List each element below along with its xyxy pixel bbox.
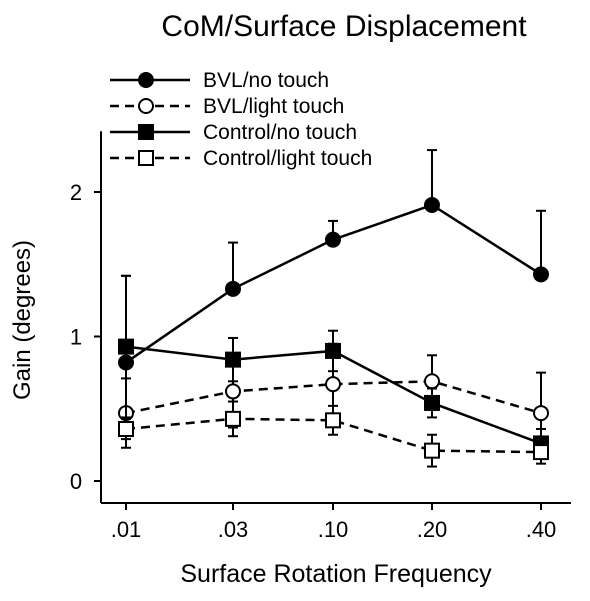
legend: BVL/no touch BVL/light touch Control/no to… xyxy=(110,69,372,170)
plot-area xyxy=(118,149,549,468)
x-tick-label: .20 xyxy=(417,517,448,542)
data-point xyxy=(533,444,549,461)
data-point xyxy=(118,338,134,355)
data-point xyxy=(325,342,341,359)
series-line xyxy=(125,380,542,415)
y-axis-label: Gain (degrees) xyxy=(9,240,36,400)
data-point xyxy=(225,351,241,368)
chart-title: CoM/Surface Displacement xyxy=(161,10,527,43)
legend-marker xyxy=(138,98,154,114)
x-axis-label: Surface Rotation Frequency xyxy=(180,560,492,588)
data-point xyxy=(325,412,341,429)
legend-marker xyxy=(138,124,154,140)
data-point xyxy=(424,442,440,459)
x-tick-label: .03 xyxy=(218,517,249,542)
x-axis: .01 .03 .10 .20 .40 xyxy=(101,502,571,542)
data-point xyxy=(225,383,241,400)
data-point xyxy=(325,231,341,248)
x-tick-label: .10 xyxy=(318,517,349,542)
legend-label: Control/no touch xyxy=(203,121,357,144)
data-point xyxy=(533,405,549,422)
legend-marker xyxy=(138,72,154,88)
series-3 xyxy=(118,274,549,459)
legend-label: BVL/light touch xyxy=(203,95,344,118)
series-4 xyxy=(118,400,549,468)
legend-item: BVL/no touch xyxy=(110,69,329,92)
y-axis: 0 1 2 xyxy=(70,131,102,503)
data-point xyxy=(325,376,341,393)
data-point xyxy=(118,420,134,437)
legend-label: BVL/no touch xyxy=(203,69,329,92)
legend-item: Control/no touch xyxy=(110,121,357,144)
legend-marker xyxy=(138,150,154,166)
data-point xyxy=(424,394,440,411)
y-tick-label: 0 xyxy=(70,469,82,494)
legend-item: BVL/light touch xyxy=(110,95,344,118)
data-point xyxy=(424,197,440,214)
data-point xyxy=(225,280,241,297)
x-tick-label: .40 xyxy=(526,517,557,542)
y-tick-label: 1 xyxy=(70,325,82,350)
data-point xyxy=(225,410,241,427)
y-tick-label: 2 xyxy=(70,180,82,205)
data-point xyxy=(424,373,440,390)
data-point xyxy=(533,266,549,283)
series-line xyxy=(125,417,542,454)
x-tick-label: .01 xyxy=(111,517,142,542)
legend-label: Control/light touch xyxy=(203,147,372,170)
legend-item: Control/light touch xyxy=(110,147,372,170)
